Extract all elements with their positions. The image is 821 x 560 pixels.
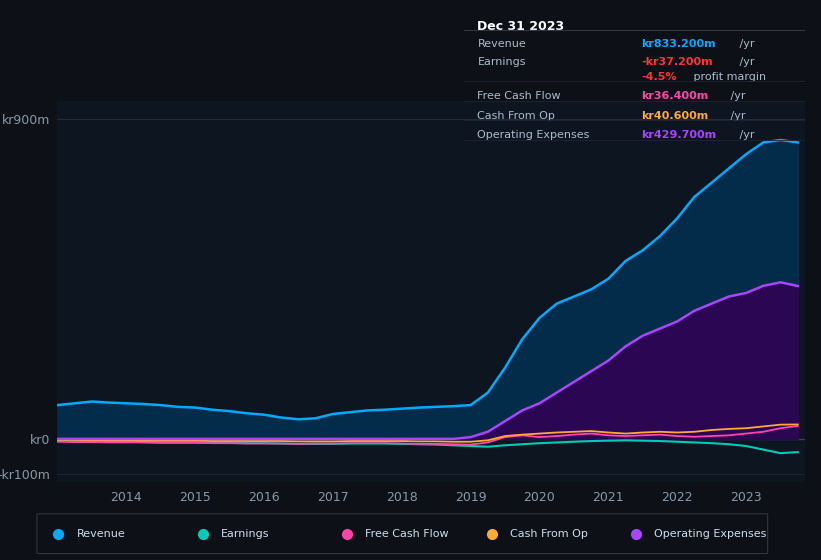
Text: /yr: /yr: [736, 130, 755, 140]
Text: kr36.400m: kr36.400m: [641, 91, 709, 101]
Text: Operating Expenses: Operating Expenses: [478, 130, 589, 140]
Text: Earnings: Earnings: [478, 57, 526, 67]
Text: -4.5%: -4.5%: [641, 72, 677, 82]
Text: Cash From Op: Cash From Op: [478, 110, 555, 120]
Text: /yr: /yr: [736, 57, 755, 67]
Text: /yr: /yr: [727, 110, 745, 120]
Text: /yr: /yr: [736, 39, 755, 49]
Text: Free Cash Flow: Free Cash Flow: [478, 91, 561, 101]
Text: -kr37.200m: -kr37.200m: [641, 57, 713, 67]
FancyBboxPatch shape: [37, 514, 768, 553]
Text: Free Cash Flow: Free Cash Flow: [365, 529, 449, 539]
Text: kr40.600m: kr40.600m: [641, 110, 709, 120]
Text: /yr: /yr: [727, 91, 745, 101]
Text: profit margin: profit margin: [690, 72, 767, 82]
Text: kr429.700m: kr429.700m: [641, 130, 716, 140]
Text: Revenue: Revenue: [76, 529, 125, 539]
Text: Revenue: Revenue: [478, 39, 526, 49]
Text: Earnings: Earnings: [221, 529, 269, 539]
Text: Cash From Op: Cash From Op: [510, 529, 588, 539]
Text: Dec 31 2023: Dec 31 2023: [478, 20, 565, 33]
Text: kr833.200m: kr833.200m: [641, 39, 716, 49]
Text: Operating Expenses: Operating Expenses: [654, 529, 767, 539]
